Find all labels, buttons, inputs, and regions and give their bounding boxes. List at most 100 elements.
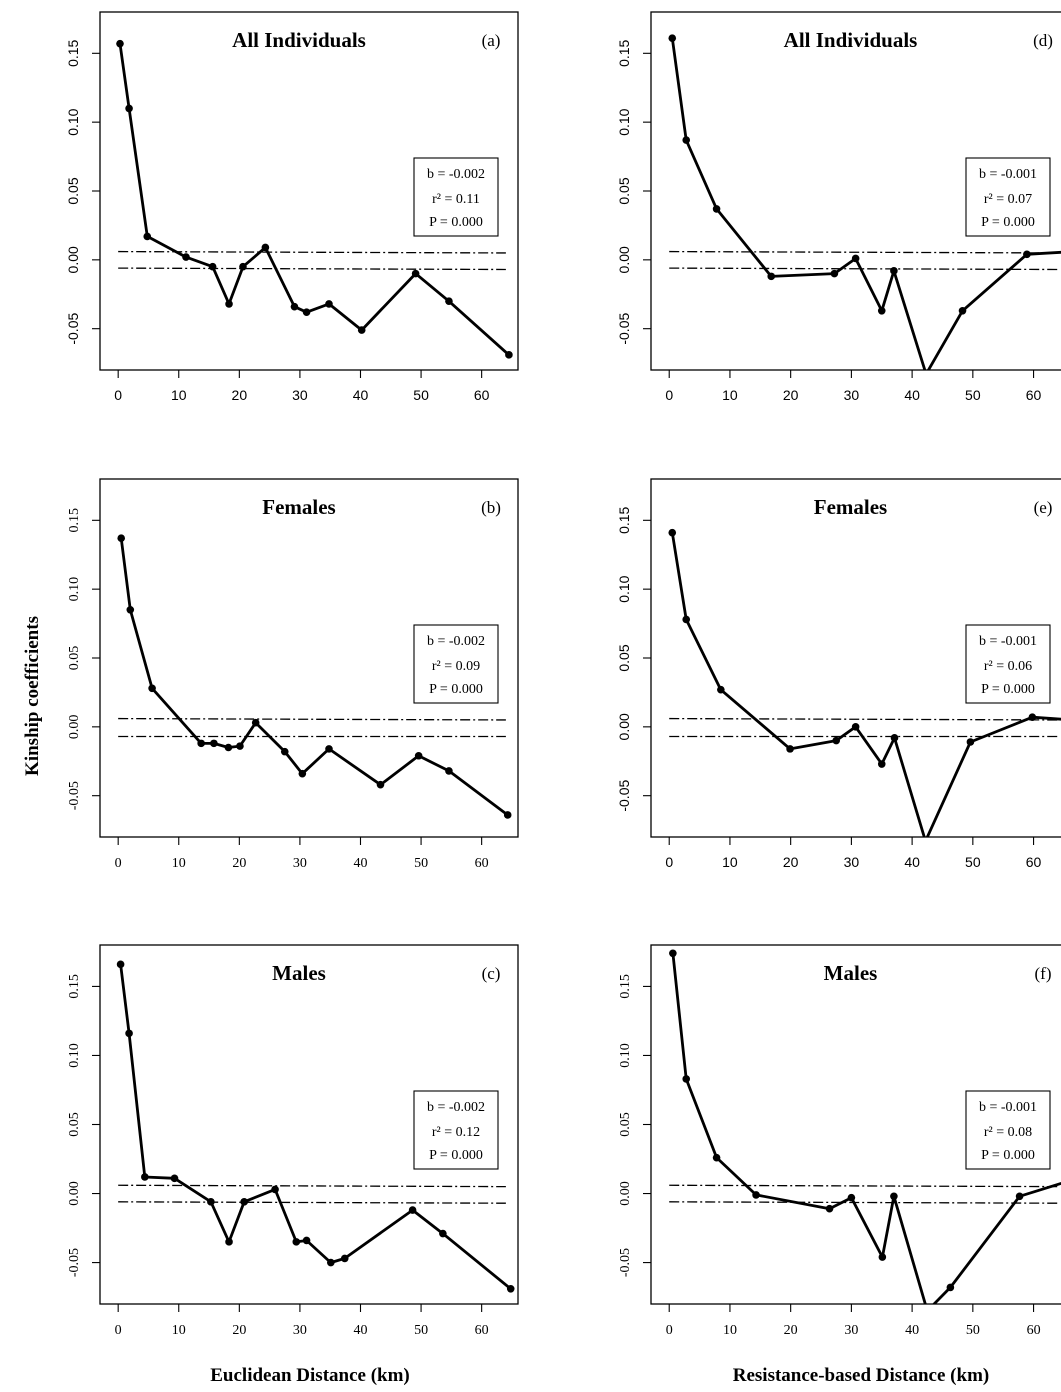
- data-point: [922, 837, 930, 845]
- data-point: [125, 104, 133, 113]
- stat-b: b = -0.001: [979, 634, 1037, 649]
- stat-r2: r² = 0.11: [432, 192, 480, 207]
- ci-upper-line: [118, 250, 506, 254]
- stat-p: P = 0.000: [981, 215, 1035, 230]
- data-point: [126, 606, 135, 614]
- panel-label: (e): [1034, 498, 1053, 517]
- panel-c: 0 10 20 30 40 50 60 -0.05 0.00 0.05 0.10 0.15 Males (…: [67, 944, 519, 1338]
- y-tick-label: 0.05: [616, 644, 632, 671]
- x-tick-label: 0: [665, 854, 673, 870]
- data-point: [851, 723, 860, 731]
- stat-b: b = -0.002: [427, 634, 485, 649]
- x-tick-label: 10: [172, 856, 186, 871]
- data-point: [302, 308, 311, 316]
- stats-box: b = -0.001 r² = 0.08 P = 0.000: [965, 1090, 1051, 1170]
- stat-b: b = -0.002: [427, 167, 485, 182]
- panel-e: 0 10 20 30 40 50 60 -0.05 0.00 0.05 0.10 0.15 Female…: [616, 478, 1061, 870]
- data-point: [325, 300, 333, 308]
- data-point: [786, 745, 794, 753]
- x-tick-label: 0: [665, 387, 673, 403]
- y-tick-label: 0.05: [67, 646, 82, 671]
- x-tick-label: 20: [784, 1323, 798, 1338]
- data-point: [877, 306, 886, 315]
- y-tick-label: 0.00: [616, 713, 632, 740]
- x-tick-label: 0: [666, 1323, 673, 1338]
- stats-box: b = -0.002 r² = 0.11 P = 0.000: [413, 157, 499, 237]
- x-tick-label: 20: [232, 1323, 246, 1338]
- stat-b: b = -0.001: [979, 167, 1037, 182]
- ci-upper-line: [118, 717, 506, 721]
- data-point: [922, 370, 930, 378]
- data-point: [239, 262, 247, 271]
- data-point: [445, 767, 453, 775]
- data-point: [847, 1193, 856, 1202]
- panel-a: 0 10 20 30 40 50 60 -0.05 0.00 0.05 0.10 0.15 All In…: [65, 11, 519, 403]
- stat-p: P = 0.000: [429, 215, 483, 230]
- data-point: [439, 1229, 447, 1238]
- data-point: [182, 253, 190, 261]
- x-axis-title-right: Resistance-based Distance (km): [733, 1365, 989, 1386]
- data-point: [224, 743, 233, 752]
- stat-r2: r² = 0.07: [984, 192, 1032, 207]
- x-tick-label: 30: [844, 854, 860, 870]
- kinship-series-line: [671, 953, 1061, 1304]
- data-point: [668, 34, 677, 42]
- y-tick-label: 0.05: [67, 1112, 82, 1137]
- stats-box: b = -0.002 r² = 0.09 P = 0.000: [413, 624, 499, 704]
- x-tick-label: 0: [115, 1323, 122, 1338]
- data-point: [1015, 1192, 1024, 1201]
- y-tick-label: 0.10: [67, 1043, 82, 1068]
- x-tick-label: 60: [1026, 387, 1042, 403]
- data-point: [878, 1253, 887, 1261]
- data-point: [251, 718, 260, 727]
- data-point: [669, 949, 677, 958]
- data-point: [271, 1185, 279, 1194]
- x-tick-label: 60: [474, 387, 490, 403]
- data-point: [832, 736, 841, 745]
- y-tick-label: 0.10: [618, 1043, 633, 1068]
- data-point: [116, 39, 124, 48]
- y-tick-label: 0.15: [67, 508, 82, 533]
- x-tick-label: 30: [293, 856, 307, 871]
- y-axis-title: Kinship coefficients: [22, 616, 43, 776]
- panel-d: 0 10 20 30 40 50 60 -0.05 0.00 0.05 0.10 0.15 All In…: [616, 11, 1061, 403]
- kinship-series-line: [670, 38, 1061, 370]
- panel-label: (d): [1033, 31, 1053, 50]
- x-tick-label: 40: [353, 1323, 367, 1338]
- x-axis-title-left: Euclidean Distance (km): [210, 1365, 410, 1386]
- ci-lower-line: [669, 1201, 1058, 1204]
- data-point: [923, 1307, 931, 1315]
- y-tick-label: 0.00: [65, 246, 81, 273]
- panel-label: (a): [482, 31, 501, 50]
- y-tick-label: 0.15: [618, 974, 633, 999]
- stat-p: P = 0.000: [429, 682, 483, 697]
- data-point: [414, 751, 423, 760]
- x-tick-label: 60: [475, 856, 489, 871]
- stat-p: P = 0.000: [981, 682, 1035, 697]
- data-point: [298, 769, 307, 778]
- data-point: [357, 326, 366, 334]
- data-point: [240, 1198, 248, 1206]
- data-point: [506, 1285, 515, 1293]
- panel-title: All Individuals: [232, 28, 366, 52]
- x-tick-label: 0: [115, 856, 122, 871]
- data-point: [376, 780, 385, 789]
- y-tick-label: 0.00: [616, 246, 632, 273]
- stat-p: P = 0.000: [429, 1148, 483, 1163]
- y-tick-label: -0.05: [67, 781, 82, 810]
- x-tick-label: 50: [414, 856, 428, 871]
- y-tick-label: 0.00: [67, 1181, 82, 1206]
- x-tick-label: 50: [413, 387, 429, 403]
- data-point: [712, 1153, 721, 1162]
- x-tick-label: 50: [966, 1323, 980, 1338]
- data-point: [752, 1191, 760, 1199]
- data-point: [682, 1075, 691, 1083]
- stat-r2: r² = 0.08: [984, 1125, 1032, 1140]
- data-point: [261, 243, 270, 252]
- x-tick-label: 0: [114, 387, 122, 403]
- panel-title: All Individuals: [784, 28, 918, 52]
- stat-r2: r² = 0.12: [432, 1125, 480, 1140]
- data-point: [958, 306, 967, 315]
- data-point: [717, 685, 725, 694]
